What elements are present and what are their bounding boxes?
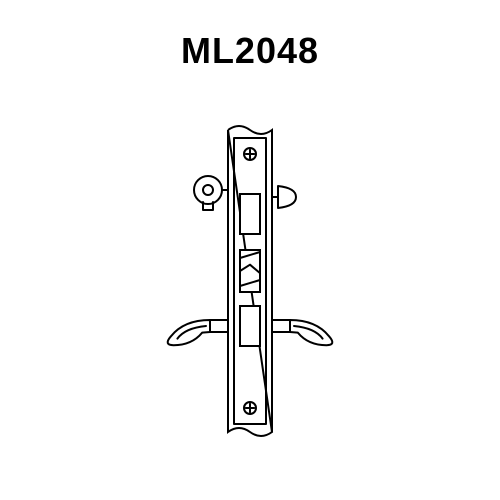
cylinder-plug bbox=[203, 185, 213, 195]
mortise-lock-diagram bbox=[120, 116, 380, 456]
lever-shaft-left bbox=[210, 320, 228, 332]
lever-right bbox=[290, 320, 332, 345]
diagram-container bbox=[0, 72, 500, 500]
cutout-0 bbox=[240, 194, 260, 234]
lever-shaft-right bbox=[272, 320, 290, 332]
turn-piece bbox=[272, 186, 296, 208]
cutout-2 bbox=[240, 306, 260, 346]
product-model-title: ML2048 bbox=[181, 30, 319, 72]
lever-left bbox=[168, 320, 210, 345]
